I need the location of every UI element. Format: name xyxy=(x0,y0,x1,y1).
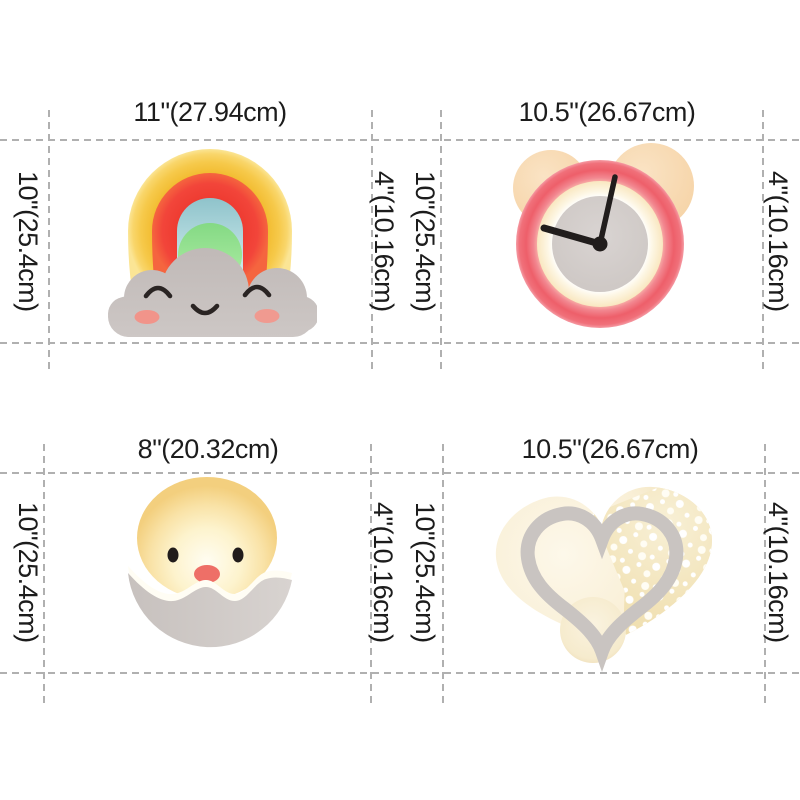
clock-height-label: 10"(25.4cm) xyxy=(410,170,440,312)
egg-height-label: 10"(25.4cm) xyxy=(13,501,43,643)
clock-width-label: 10.5"(26.67cm) xyxy=(518,97,696,127)
dashed-line-horizontal-top2 xyxy=(0,472,800,474)
rainbow-cloud-lamp-image xyxy=(108,149,317,337)
dashed-line-vertical-q2-right xyxy=(762,110,764,372)
chick-head xyxy=(137,477,277,599)
rainbow-height-label: 10"(25.4cm) xyxy=(13,170,43,312)
heart-width-label: 10.5"(26.67cm) xyxy=(521,434,699,464)
hour-hand xyxy=(540,224,604,248)
left-eye-icon xyxy=(143,285,173,299)
clock-hands xyxy=(540,174,618,248)
rainbow-width-label: 11"(27.94cm) xyxy=(133,97,287,127)
heart-outline xyxy=(520,506,684,672)
clock-center-dot xyxy=(592,236,608,252)
cloud-face xyxy=(143,284,272,316)
dashed-line-horizontal-bottom2 xyxy=(0,672,800,674)
egg-width-label: 8"(20.32cm) xyxy=(137,434,279,464)
egg-depth-label: 4"(10.16cm) xyxy=(368,501,398,643)
cloud-shape xyxy=(108,248,317,337)
rainbow-depth-label: 4"(10.16cm) xyxy=(369,170,399,312)
right-eye-icon xyxy=(232,547,244,563)
dashed-line-vertical-q2-left xyxy=(440,110,442,372)
dashed-line-horizontal-top1 xyxy=(0,139,800,141)
dashed-line-vertical-q3-left xyxy=(43,444,45,705)
right-eye-icon xyxy=(242,284,272,298)
heart-depth-label: 4"(10.16cm) xyxy=(763,501,793,643)
left-eye-icon xyxy=(167,547,179,563)
beak-icon xyxy=(194,565,220,583)
dashed-line-vertical-q3-right xyxy=(370,444,372,705)
heart-lamp-image xyxy=(495,480,722,672)
smile-icon xyxy=(190,303,220,316)
egg-shell xyxy=(128,573,292,648)
left-cheek xyxy=(134,310,160,324)
heart-height-label: 10"(25.4cm) xyxy=(410,501,440,643)
right-cheek xyxy=(254,309,280,323)
dashed-line-vertical-q1-right xyxy=(371,110,373,372)
clock-depth-label: 4"(10.16cm) xyxy=(763,170,793,312)
dashed-line-vertical-q1-left xyxy=(48,110,50,372)
dashed-line-vertical-q4-left xyxy=(442,444,444,705)
egg-chick-lamp-image xyxy=(128,477,292,648)
minute-hand xyxy=(597,174,618,247)
alarm-clock-lamp-image xyxy=(513,143,694,328)
dashed-line-vertical-q4-right xyxy=(764,444,766,705)
dashed-line-horizontal-bottom1 xyxy=(0,342,800,344)
